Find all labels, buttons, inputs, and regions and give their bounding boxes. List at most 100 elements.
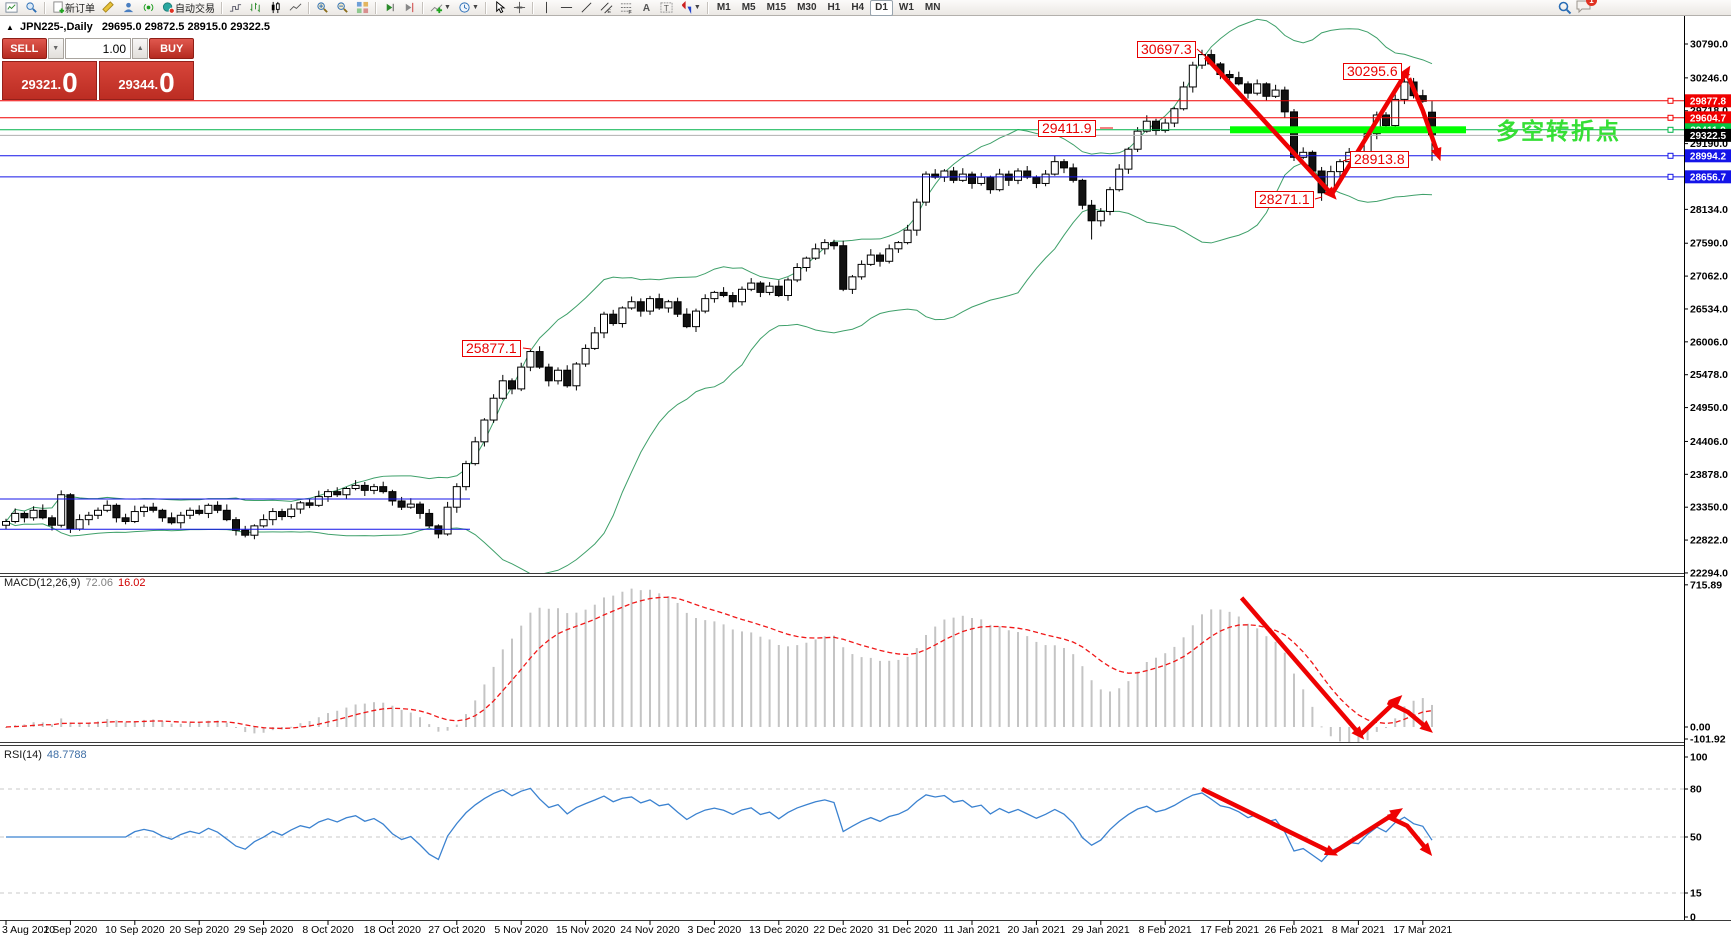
macd-bar	[520, 625, 523, 727]
macd-bar	[796, 645, 799, 727]
tile-windows-button[interactable]	[353, 0, 372, 16]
cursor-tool[interactable]	[490, 0, 509, 16]
price-tag	[1685, 111, 1731, 125]
macd-bar	[1164, 653, 1167, 727]
svg-text:8 Oct 2020: 8 Oct 2020	[302, 924, 354, 936]
macd-bar	[308, 721, 311, 727]
style-button[interactable]	[99, 0, 118, 16]
bar-chart-button[interactable]	[246, 0, 265, 16]
hline-tool[interactable]	[557, 0, 576, 16]
line-chart-button[interactable]	[286, 0, 305, 16]
tf-m30[interactable]: M30	[797, 2, 817, 13]
price-callout[interactable]: 25877.1	[462, 340, 521, 357]
svg-text:27 Oct 2020: 27 Oct 2020	[428, 924, 485, 936]
fibonacci-tool[interactable]: F	[617, 0, 636, 16]
macd-bar	[1302, 689, 1305, 727]
macd-bar	[189, 722, 191, 727]
sell-price-display[interactable]: 29321. 0	[2, 61, 97, 100]
svg-text:25478.0: 25478.0	[1690, 369, 1728, 381]
macd-bar	[133, 721, 136, 727]
tick-chart-button[interactable]	[226, 0, 245, 16]
macd-bar	[1026, 636, 1029, 727]
symbol-name: JPN225-,Daily	[19, 21, 93, 33]
trendline-icon	[581, 2, 592, 13]
tf-w1[interactable]: W1	[898, 2, 914, 13]
zoom-out-button[interactable]	[333, 0, 352, 16]
new-order-button[interactable]: 新订单	[49, 0, 98, 16]
symbol-header[interactable]: ▲ JPN225-,Daily 29695.0 29872.5 28915.0 …	[6, 21, 270, 33]
svg-text:0: 0	[1690, 912, 1696, 924]
price-callout[interactable]: 29411.9	[1038, 120, 1096, 137]
macd-bar	[805, 642, 808, 727]
macd-bar	[336, 710, 339, 727]
channel-tool[interactable]: E	[597, 0, 616, 16]
tf-d1[interactable]: D1	[870, 0, 893, 16]
tf-mn[interactable]: MN	[924, 2, 941, 13]
svg-text:50: 50	[1690, 832, 1702, 844]
notifications-button[interactable]: 1	[1576, 0, 1597, 18]
price-callout[interactable]: 30295.6	[1343, 63, 1402, 80]
macd-bar	[409, 712, 412, 727]
tf-h4[interactable]: H4	[851, 2, 865, 13]
macd-bar	[124, 722, 127, 727]
macd-bar	[143, 719, 145, 727]
contacts-button[interactable]	[119, 0, 138, 16]
price-callout[interactable]: 28271.1	[1255, 191, 1314, 208]
macd-bar	[69, 722, 72, 727]
macd-bar	[152, 719, 155, 727]
label-tool[interactable]: T	[657, 0, 676, 16]
arrows-tool[interactable]: ▼	[677, 0, 704, 16]
macd-bar	[989, 624, 992, 727]
svg-text:26534.0: 26534.0	[1690, 303, 1728, 315]
macd-bar	[483, 684, 486, 727]
macd-bar	[639, 590, 642, 727]
auto-scroll-button[interactable]	[380, 0, 399, 16]
macd-bar	[943, 619, 946, 727]
trendline-tool[interactable]	[577, 0, 596, 16]
tf-m15[interactable]: M15	[766, 2, 787, 13]
crosshair-tool[interactable]	[510, 0, 529, 16]
dropdown-caret: ▼	[471, 4, 479, 11]
annotation-arrow	[1204, 55, 1335, 197]
text-tool[interactable]: A	[637, 0, 656, 16]
svg-text:80: 80	[1690, 784, 1702, 796]
tf-h1[interactable]: H1	[827, 2, 841, 13]
tf-m1[interactable]: M1	[716, 2, 731, 13]
sell-button[interactable]: SELL	[2, 38, 47, 59]
volume-decrease-button[interactable]: ▼	[47, 38, 64, 59]
profiles-button[interactable]	[22, 0, 41, 16]
volume-input[interactable]	[65, 38, 131, 59]
zoom-in-button[interactable]	[313, 0, 332, 16]
new-order-icon	[53, 1, 65, 14]
buy-button[interactable]: BUY	[149, 38, 194, 59]
autotrade-button[interactable]: 自动交易	[159, 0, 218, 16]
price-callout[interactable]: 30697.3	[1137, 41, 1196, 58]
svg-text:1 Sep 2020: 1 Sep 2020	[44, 924, 98, 936]
tf-m5[interactable]: M5	[741, 2, 756, 13]
vline-tool[interactable]	[537, 0, 556, 16]
periods-button[interactable]: ▼	[455, 0, 482, 16]
macd-bar	[299, 723, 302, 727]
search-icon[interactable]	[1558, 1, 1572, 15]
new-chart-button[interactable]	[2, 0, 21, 16]
buy-price: 29344.	[118, 77, 159, 92]
macd-bar	[198, 722, 201, 727]
macd-bar	[787, 646, 789, 727]
macd-bar	[1265, 636, 1268, 727]
line-chart-icon	[289, 3, 302, 11]
macd-bar	[1311, 706, 1314, 727]
signals-button[interactable]	[139, 0, 158, 16]
macd-bar	[1007, 630, 1010, 727]
volume-increase-button[interactable]: ▲	[132, 38, 149, 59]
macd-bar	[860, 657, 863, 727]
turning-point-annotation[interactable]: 多空转折点	[1496, 118, 1621, 144]
indicators-button[interactable]: ▼	[427, 0, 454, 16]
buy-price-display[interactable]: 29344. 0	[99, 61, 194, 100]
candle-chart-button[interactable]	[266, 0, 285, 16]
svg-text:29 Jan 2021: 29 Jan 2021	[1072, 924, 1130, 936]
price-callout[interactable]: 28913.8	[1350, 151, 1409, 168]
chart-window-icon	[5, 2, 18, 13]
macd-bar	[1431, 704, 1433, 727]
chart-shift-button[interactable]	[400, 0, 419, 16]
